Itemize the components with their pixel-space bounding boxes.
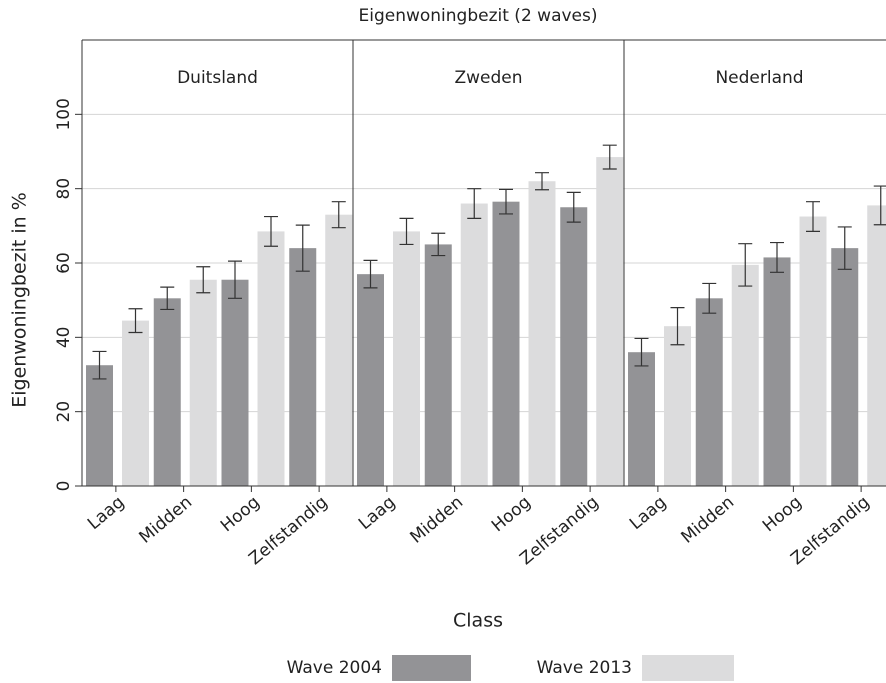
panel-title: Zweden	[454, 68, 522, 88]
y-tick-label: 0	[54, 481, 74, 492]
bar	[695, 298, 723, 486]
x-tick-label: Midden	[407, 492, 468, 547]
error-bar	[602, 144, 617, 170]
x-tick-label: Laag	[626, 492, 670, 534]
x-axis-title: Class	[453, 610, 503, 632]
panel-title: Nederland	[715, 68, 803, 88]
bar	[357, 274, 384, 486]
error-bar	[837, 226, 852, 270]
x-tick-label: Hoog	[217, 492, 264, 536]
bar	[189, 279, 217, 486]
bar	[325, 214, 353, 486]
y-tick-label: 100	[54, 98, 74, 130]
legend-label: Wave 2013	[537, 658, 632, 678]
error-bar	[431, 232, 446, 257]
bar	[763, 257, 791, 486]
error-bar	[92, 350, 107, 380]
bar	[289, 248, 317, 486]
error-bar	[702, 282, 717, 314]
y-tick-label: 20	[54, 401, 74, 423]
error-bar	[160, 286, 175, 311]
error-bar	[873, 185, 886, 226]
legend-swatch	[392, 655, 471, 681]
bar	[424, 244, 452, 486]
error-bar	[634, 337, 649, 367]
x-tick-label: Laag	[84, 492, 128, 534]
legend-label: Wave 2004	[287, 658, 382, 678]
x-tick-label: Hoog	[488, 492, 535, 536]
bar	[153, 298, 181, 486]
bar	[628, 352, 655, 486]
bar	[393, 231, 420, 486]
error-bar	[399, 217, 414, 246]
error-bar	[806, 201, 820, 233]
x-tick-label: Midden	[678, 492, 739, 547]
y-axis-title: Eigenwoningbezit in %	[9, 192, 31, 408]
bar	[664, 326, 691, 486]
bar	[528, 181, 556, 486]
error-bar	[331, 201, 346, 229]
bar	[122, 320, 149, 486]
bar	[596, 157, 624, 486]
error-bar	[499, 188, 513, 215]
panel-title: Duitsland	[177, 68, 258, 88]
bar	[257, 231, 285, 486]
y-tick-label: 40	[54, 327, 74, 349]
x-tick-label: Hoog	[759, 492, 806, 536]
y-tick-label: 80	[54, 178, 74, 200]
error-bar	[670, 307, 685, 346]
error-bar	[738, 243, 753, 287]
bar	[731, 264, 759, 486]
bar	[221, 279, 249, 486]
error-bar	[228, 260, 242, 299]
y-tick-label: 60	[54, 252, 74, 274]
error-bar	[467, 188, 482, 219]
error-bar	[196, 266, 211, 294]
legend-swatch	[642, 655, 734, 681]
error-bar	[128, 308, 143, 334]
error-bar	[566, 191, 581, 223]
error-bar	[295, 224, 310, 272]
bar	[560, 207, 588, 486]
error-bar	[264, 215, 278, 247]
x-tick-label: Midden	[136, 492, 197, 547]
bar	[492, 201, 520, 487]
bar	[86, 365, 113, 486]
error-bar	[363, 259, 378, 289]
bar	[799, 216, 827, 486]
bar	[867, 205, 886, 486]
bar	[460, 203, 488, 487]
error-bar	[535, 172, 549, 191]
x-tick-label: Laag	[355, 492, 399, 534]
error-bar	[770, 241, 784, 273]
bar	[831, 248, 859, 486]
chart-title: Eigenwoningbezit (2 waves)	[358, 6, 597, 26]
